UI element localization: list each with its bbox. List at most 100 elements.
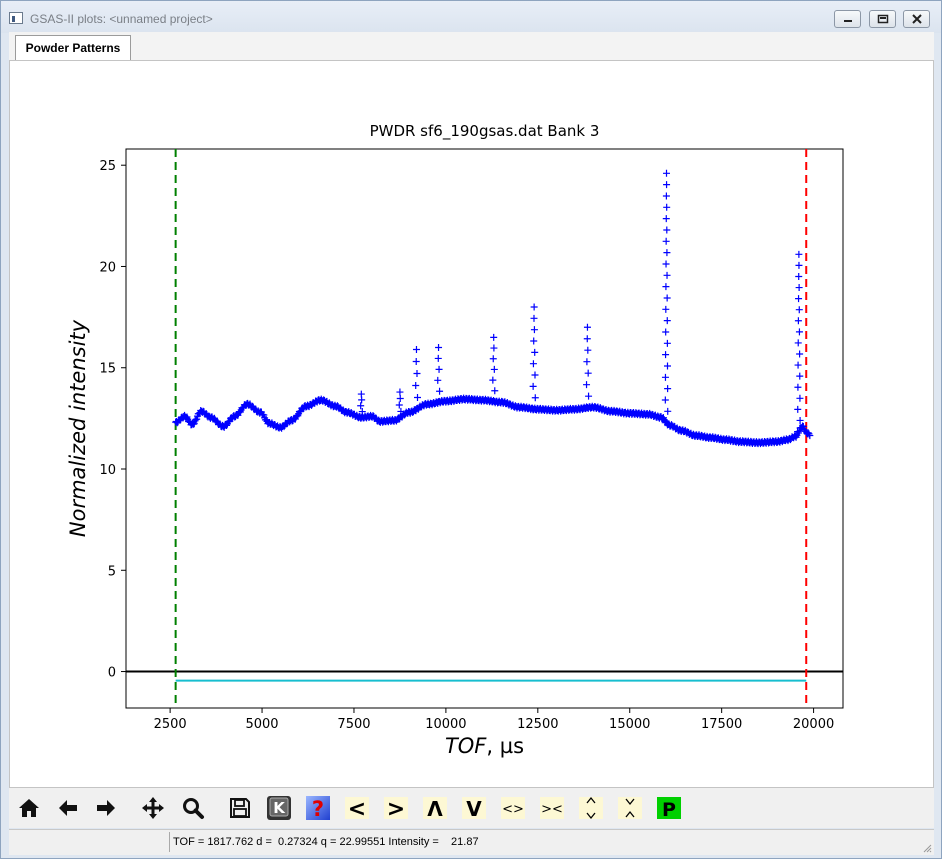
forward-button[interactable] (92, 794, 120, 822)
p-button[interactable]: P (655, 794, 683, 822)
peak-point (433, 398, 441, 406)
window-title: GSAS-II plots: <unnamed project> (30, 12, 213, 26)
forward-arrow-icon (97, 800, 115, 816)
shift-up-button[interactable]: Λ (421, 794, 449, 822)
peak-point (583, 358, 591, 366)
close-button[interactable] (903, 10, 930, 28)
compress-y-button[interactable] (616, 794, 644, 822)
save-button[interactable] (226, 794, 254, 822)
help-button[interactable]: ? (304, 794, 332, 822)
peak-point (795, 295, 803, 303)
shift-down-icon: V (462, 797, 486, 821)
y-tick-label: 10 (99, 463, 116, 478)
peak-point (795, 306, 803, 314)
peak-point (490, 365, 498, 373)
plot-canvas[interactable]: PWDR sf6_190gsas.dat Bank 3 2500 5000 7500 1… (9, 60, 934, 788)
peak-point (663, 294, 671, 302)
shift-right-icon: > (384, 797, 408, 821)
expand-x-button[interactable]: <> (499, 794, 527, 822)
peak-point (662, 305, 670, 313)
data-point (806, 432, 814, 440)
data-point (799, 422, 807, 430)
peak-point (357, 390, 365, 398)
data-point (296, 408, 304, 416)
shift-right-button[interactable]: > (382, 794, 410, 822)
home-button[interactable] (15, 794, 43, 822)
peak-point (794, 361, 802, 369)
peak-point (794, 428, 802, 436)
status-separator (169, 832, 170, 852)
peak-point (662, 237, 670, 245)
shift-up-icon: Λ (423, 797, 447, 821)
shift-left-glyph: < (348, 797, 366, 821)
peak-point (490, 344, 498, 352)
peak-point (796, 416, 804, 424)
data-point (223, 421, 231, 429)
peak-point (358, 408, 366, 416)
peak-point (531, 394, 539, 402)
zoom-icon (183, 798, 204, 819)
resize-grip-icon[interactable] (922, 843, 932, 853)
zoom-button[interactable] (179, 794, 207, 822)
maximize-button[interactable] (869, 10, 896, 28)
keyboard-icon: K (267, 796, 291, 820)
shift-down-button[interactable]: V (460, 794, 488, 822)
peak-point (663, 169, 671, 177)
peak-point (414, 394, 422, 402)
back-button[interactable] (54, 794, 82, 822)
x-tick-label: 5000 (245, 717, 278, 732)
peak-point (663, 317, 671, 325)
x-tick-label: 20000 (793, 717, 834, 732)
peak-point (529, 360, 537, 368)
minimize-button[interactable] (834, 10, 861, 28)
chart[interactable]: PWDR sf6_190gsas.dat Bank 3 2500 5000 7500 1… (10, 61, 933, 787)
keyboard-button[interactable]: K (265, 794, 293, 822)
peak-point (490, 333, 498, 341)
plot-toolbar: K ? < > Λ V <> >< P (9, 788, 934, 828)
data-point (190, 420, 198, 428)
compress-x-button[interactable]: >< (538, 794, 566, 822)
pan-button[interactable] (139, 794, 167, 822)
title-bar[interactable]: GSAS-II plots: <unnamed project> (1, 1, 941, 33)
peak-point (664, 385, 672, 393)
x-tick-label: 12500 (517, 717, 558, 732)
peak-point (663, 271, 671, 279)
tab-strip: Powder Patterns (9, 32, 934, 60)
help-glyph: ? (312, 797, 324, 821)
keyboard-glyph: K (273, 799, 286, 817)
cursor-readout: TOF = 1817.762 d = 0.27324 q = 22.99551 … (173, 836, 479, 848)
close-icon (911, 14, 922, 24)
shift-left-button[interactable]: < (343, 794, 371, 822)
x-tick-label: 7500 (337, 717, 370, 732)
expand-x-icon: <> (501, 797, 525, 819)
peak-point (664, 362, 672, 370)
peak-point (664, 407, 672, 415)
peak-point (489, 376, 497, 384)
peak-point (489, 355, 497, 363)
peak-point (412, 346, 420, 354)
peak-point (584, 346, 592, 354)
peak-point (795, 272, 803, 280)
x-tick-label: 15000 (609, 717, 650, 732)
tab-powder-patterns[interactable]: Powder Patterns (15, 35, 131, 60)
peak-point (663, 249, 671, 257)
compress-y-icon (618, 797, 642, 819)
status-bar: TOF = 1817.762 d = 0.27324 q = 22.99551 … (9, 829, 934, 855)
peak-point (796, 350, 804, 358)
peak-point (397, 407, 405, 415)
peak-point (662, 260, 670, 268)
peak-point (663, 226, 671, 234)
compress-x-glyph: >< (541, 802, 563, 817)
y-tick-label: 15 (99, 362, 116, 377)
x-tick-label: 10000 (425, 717, 466, 732)
y-tick-label: 25 (99, 159, 116, 174)
peak-point (530, 337, 538, 345)
expand-y-button[interactable] (577, 794, 605, 822)
peak-point (413, 370, 421, 378)
compress-x-icon: >< (540, 797, 564, 819)
peak-point (662, 215, 670, 223)
peak-point (795, 284, 803, 292)
peak-point (529, 382, 537, 390)
peak-point (661, 419, 669, 427)
